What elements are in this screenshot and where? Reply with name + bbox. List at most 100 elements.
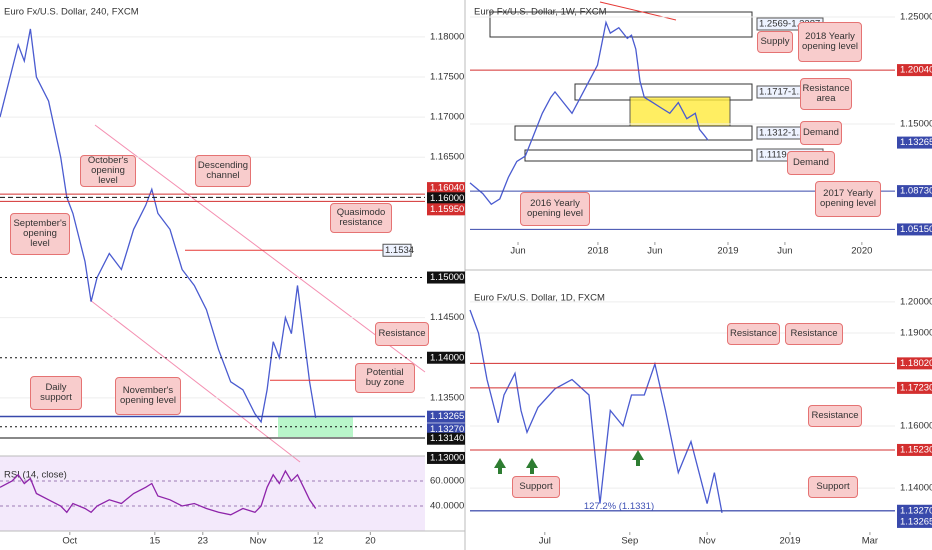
annotation: Resistance [808,405,862,427]
y-tick-label: 1.15000 [900,119,932,130]
y-tick-label: 1.20000 [900,296,932,307]
level-label-box [427,271,465,284]
y-tick-label: 1.16000 [900,421,932,432]
level-label: 1.13265 [900,516,932,527]
annotation: Resistance [727,323,780,345]
level-label-box [427,182,465,195]
level-label-box [897,357,932,370]
segment-label: 1.1534 [385,245,414,256]
level-label: 1.16000 [430,193,464,204]
level-label: 1.15000 [430,272,464,283]
x-tick-label: 2019 [717,246,738,257]
level-label: 1.16040 [430,183,464,194]
yellow-zone [629,96,731,127]
level-label-box [897,64,932,77]
y-tick-label: 60.0000 [430,476,464,487]
annotation: 127.2% (1.1331) [583,501,655,513]
y-tick-label: 1.17000 [430,112,464,123]
level-label-box [427,203,465,216]
zone-label: 1.2569-1.2287 [759,19,820,30]
annotation: Support [512,476,560,498]
y-tick-label: 1.14000 [900,483,932,494]
y-tick-label: 1.19000 [900,327,932,338]
level-label-box [897,223,932,236]
level-label: 1.13270 [430,424,464,435]
zone-label: 1.1312-1.1445 [759,128,820,139]
level-label: 1.13000 [430,452,464,463]
annotation: November's opening level [115,377,181,415]
price-line [469,20,709,206]
arrow [494,458,506,474]
price-line [469,309,723,514]
annotation: Resistance [375,322,429,346]
level-label-box [897,136,932,149]
annotation: Potential buy zone [355,363,415,393]
x-tick-label: 20 [365,536,376,547]
level-label-box [427,410,465,423]
x-tick-label: Sep [621,536,638,547]
channel-line [89,299,301,463]
annotation: 2018 Yearly opening level [798,22,862,62]
annotation: Descending channel [195,155,251,187]
level-label-box [427,351,465,364]
chart-title: RSI (14, close) [4,470,67,481]
x-tick-label: 23 [197,536,208,547]
y-tick-label: 40.0000 [430,501,464,512]
level-label: 1.18020 [900,358,932,369]
annotation: Demand [800,121,842,145]
channel-line [94,124,426,373]
x-tick-label: 2020 [851,246,872,257]
rsi-pane [0,456,425,531]
level-label: 1.13265 [430,411,464,422]
level-label-box [897,381,932,394]
segment-label-box [382,243,412,257]
level-label: 1.05150 [900,224,932,235]
annotation: October's opening level [80,155,136,187]
zone-box [514,125,753,141]
y-tick-label: 1.18000 [430,31,464,42]
x-tick-label: 15 [150,536,161,547]
x-tick-label: Jul [539,536,551,547]
level-label: 1.15230 [900,444,932,455]
annotation: 2016 Yearly opening level [520,192,590,226]
level-label: 1.17230 [900,382,932,393]
chart-title: Euro Fx/U.S. Dollar, 1D, FXCM [474,293,605,304]
x-tick-label: Mar [862,536,878,547]
x-tick-label: Nov [699,536,716,547]
y-tick-label: 1.13500 [430,392,464,403]
x-tick-label: Nov [250,536,267,547]
x-tick-label: Jun [777,246,792,257]
price-line [0,469,317,516]
arrow [632,450,644,466]
annotation: 2017 Yearly opening level [815,181,881,217]
annotation: Resistance [785,323,843,345]
annotation: Supply [757,31,793,53]
y-tick-label: 1.16500 [430,152,464,163]
level-label-box [897,443,932,456]
level-label: 1.20040 [900,65,932,76]
annotation: Daily support [30,376,82,410]
level-label-box [427,423,465,436]
zone-box [524,149,753,162]
annotation: Support [808,476,858,498]
level-label: 1.13265 [900,137,932,148]
x-tick-label: 2018 [587,246,608,257]
level-label-box [897,515,932,528]
annotation: Resistance area [800,78,852,110]
level-label: 1.14000 [430,352,464,363]
y-tick-label: 1.14500 [430,312,464,323]
level-label-box [427,451,465,464]
zone-box [489,11,753,38]
x-tick-label: Oct [62,536,77,547]
y-tick-label: 1.17500 [430,72,464,83]
x-tick-label: Jun [647,246,662,257]
level-label-box [897,185,932,198]
chart-title: Euro Fx/U.S. Dollar, 240, FXCM [4,7,139,18]
level-label: 1.13140 [430,433,464,444]
annotation: Demand [787,151,835,175]
annotation: Quasimodo resistance [330,203,392,233]
level-label-box [897,504,932,517]
x-tick-label: 12 [313,536,324,547]
